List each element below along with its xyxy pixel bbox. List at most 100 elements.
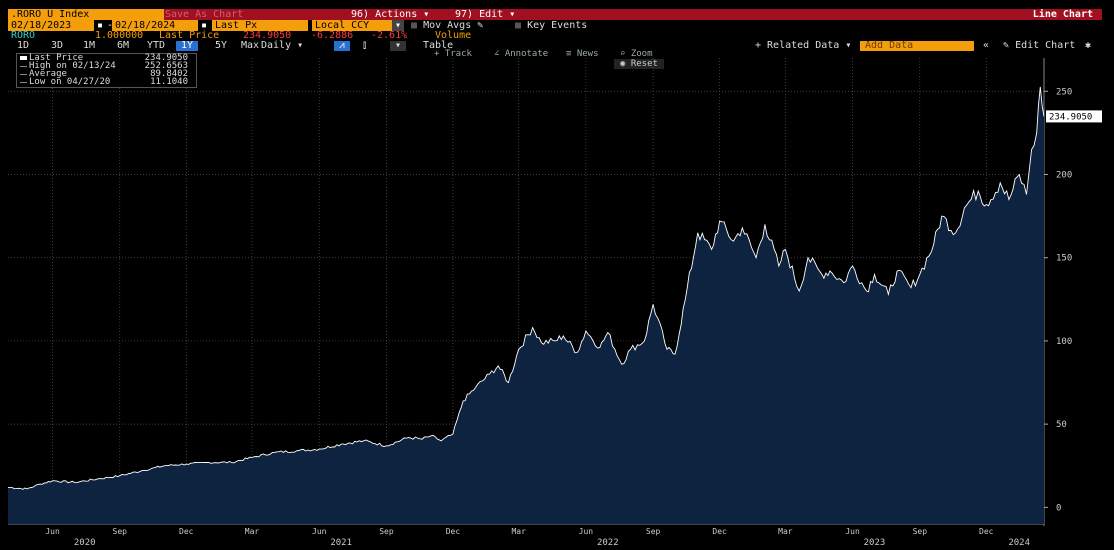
start-date-field[interactable]: 02/18/2023 (8, 20, 94, 31)
pencil-icon: ∠ (494, 49, 500, 59)
actions-menu[interactable]: 96) Actions ▾ (348, 9, 450, 20)
legend-swatch (20, 56, 27, 60)
edit-label: 97) Edit (455, 9, 504, 20)
chart-menu[interactable]: Save As Chart (165, 9, 244, 20)
news-button[interactable]: ≡ News (562, 50, 603, 59)
zoom-button[interactable]: ⌕ Zoom (616, 50, 657, 59)
x-tick-label: Dec (712, 527, 727, 536)
ticker-field[interactable]: .RORO U Index (8, 9, 164, 20)
chevron-down-icon: ▾ (509, 9, 516, 20)
security-row: RORO 1.000000 Last Price 234.9050 -6.288… (8, 30, 1102, 41)
key-events-label: Key Events (527, 20, 588, 31)
change-value: -6.2886 (311, 30, 354, 41)
calendar-icon[interactable]: ▪ (201, 20, 208, 31)
range-button-6m[interactable]: 6M (117, 40, 130, 51)
x-tick-label: Jun (45, 527, 60, 536)
x-tick-label: Sep (113, 527, 128, 536)
legend-row: Low on 04/27/20 11.1040 (17, 77, 196, 87)
legend-row: Last Price 234.9050 (17, 53, 196, 63)
legend-label: High on 02/13/24 (29, 61, 116, 71)
y-tick-label: 200 (1056, 171, 1072, 181)
range-button-max[interactable]: Max (241, 40, 260, 51)
x-year-label: 2020 (74, 538, 96, 548)
end-date-field[interactable]: 02/18/2024 (112, 20, 198, 31)
checkbox-icon: ■ (515, 20, 522, 31)
range-button-3d[interactable]: 3D (51, 40, 64, 51)
legend-row: Average 89.8402 (17, 69, 196, 79)
change-pct-value: -2.61% (371, 30, 408, 41)
x-tick-label: Jun (579, 527, 594, 536)
annotate-label: Annotate (504, 49, 549, 59)
range-button-ytd[interactable]: YTD (147, 40, 166, 51)
y-tick-label: 50 (1056, 420, 1067, 430)
x-tick-label: Mar (778, 527, 793, 536)
x-tick-label: Sep (913, 527, 928, 536)
edit-chart-button[interactable]: ✎ Edit Chart (998, 41, 1080, 51)
line-chart-icon[interactable]: ⩘ (334, 41, 350, 51)
zoom-label: Zoom (630, 49, 653, 59)
range-button-1y[interactable]: 1Y (176, 41, 199, 51)
y-tick-label: 0 (1056, 503, 1061, 513)
collapse-icon[interactable]: « (983, 40, 990, 51)
price-type-field[interactable]: Last Px (212, 20, 308, 31)
legend-value: 234.9050 (144, 53, 188, 63)
reset-icon: ◉ (620, 59, 626, 69)
legend-value: 11.1040 (150, 77, 188, 87)
range-button-1m[interactable]: 1M (83, 40, 96, 51)
x-tick-label: Dec (179, 527, 194, 536)
x-year-label: 2022 (597, 538, 619, 548)
mov-avgs-toggle[interactable]: ■ Mov Avgs ✎ (408, 20, 486, 31)
range-button-5y[interactable]: 5Y (215, 40, 228, 51)
controls-row: 02/18/2023 ▪ - 02/18/2024 ▪ Last Px Loca… (8, 20, 1102, 31)
x-tick-label: Dec (979, 527, 994, 536)
checkbox-icon: ■ (411, 20, 418, 31)
crosshair-icon: + (434, 49, 440, 59)
range-button-1d[interactable]: 1D (17, 40, 30, 51)
factor-value: 1.000000 (95, 30, 144, 41)
reset-button[interactable]: ◉ Reset (614, 59, 664, 69)
related-data-button[interactable]: + Related Data ▾ (750, 41, 856, 51)
chart-tools: + Track ∠ Annotate ≡ News ⌕ Zoom (430, 50, 690, 59)
table-button[interactable]: Table (423, 40, 454, 51)
legend-label: Low on 04/27/20 (29, 77, 111, 87)
header-bar: .RORO U Index Save As Chart 96) Actions … (8, 9, 1102, 20)
calendar-icon[interactable]: ▪ (97, 20, 104, 31)
volume-label: Volume (435, 30, 472, 41)
last-price-label: Last Price (159, 30, 220, 41)
chart-legend: Last Price 234.9050 High on 02/13/24 252.65… (16, 53, 197, 88)
x-year-label: 2023 (864, 538, 886, 548)
currency-field[interactable]: Local CCY (312, 20, 394, 31)
zoom-icon: ⌕ (620, 49, 626, 59)
legend-label: Average (29, 69, 67, 79)
chevron-down-icon[interactable]: ▾ (392, 20, 405, 31)
legend-swatch (20, 82, 27, 83)
settings-gear-icon[interactable]: ✱ (1085, 40, 1092, 51)
edit-menu[interactable]: 97) Edit ▾ (452, 9, 524, 20)
pencil-icon: ✎ (477, 20, 484, 31)
bar-chart-icon[interactable]: ⫾ (363, 40, 367, 51)
annotate-button[interactable]: ∠ Annotate (490, 50, 552, 59)
legend-value: 89.8402 (150, 69, 188, 79)
legend-swatch (20, 74, 27, 75)
pencil-icon: ✎ (1003, 40, 1010, 51)
actions-label: 96) Actions (351, 9, 418, 20)
related-data-label: + Related Data (755, 40, 840, 51)
mov-avgs-label: Mov Avgs (423, 20, 472, 31)
chart-type-label: Line Chart (1032, 9, 1093, 20)
key-events-toggle[interactable]: ■ Key Events (512, 20, 590, 31)
add-data-input[interactable]: Add Data (860, 41, 974, 51)
toolbar-row: Daily ▾ ⩘ ⫾ ▾ Table + Related Data ▾ Add… (8, 41, 1102, 51)
edit-chart-label: Edit Chart (1015, 40, 1076, 51)
date-separator: - (107, 20, 114, 31)
x-tick-label: Sep (379, 527, 394, 536)
last-price-value: 234.9050 (243, 30, 292, 41)
frequency-dropdown[interactable]: Daily ▾ (256, 41, 308, 51)
legend-label: Last Price (29, 53, 84, 63)
chevron-down-icon: ▾ (297, 40, 304, 51)
track-button[interactable]: + Track (430, 50, 476, 59)
price-area (8, 86, 1044, 525)
x-tick-label: Dec (446, 527, 461, 536)
frequency-label: Daily (261, 40, 292, 51)
chevron-down-icon[interactable]: ▾ (390, 41, 407, 51)
